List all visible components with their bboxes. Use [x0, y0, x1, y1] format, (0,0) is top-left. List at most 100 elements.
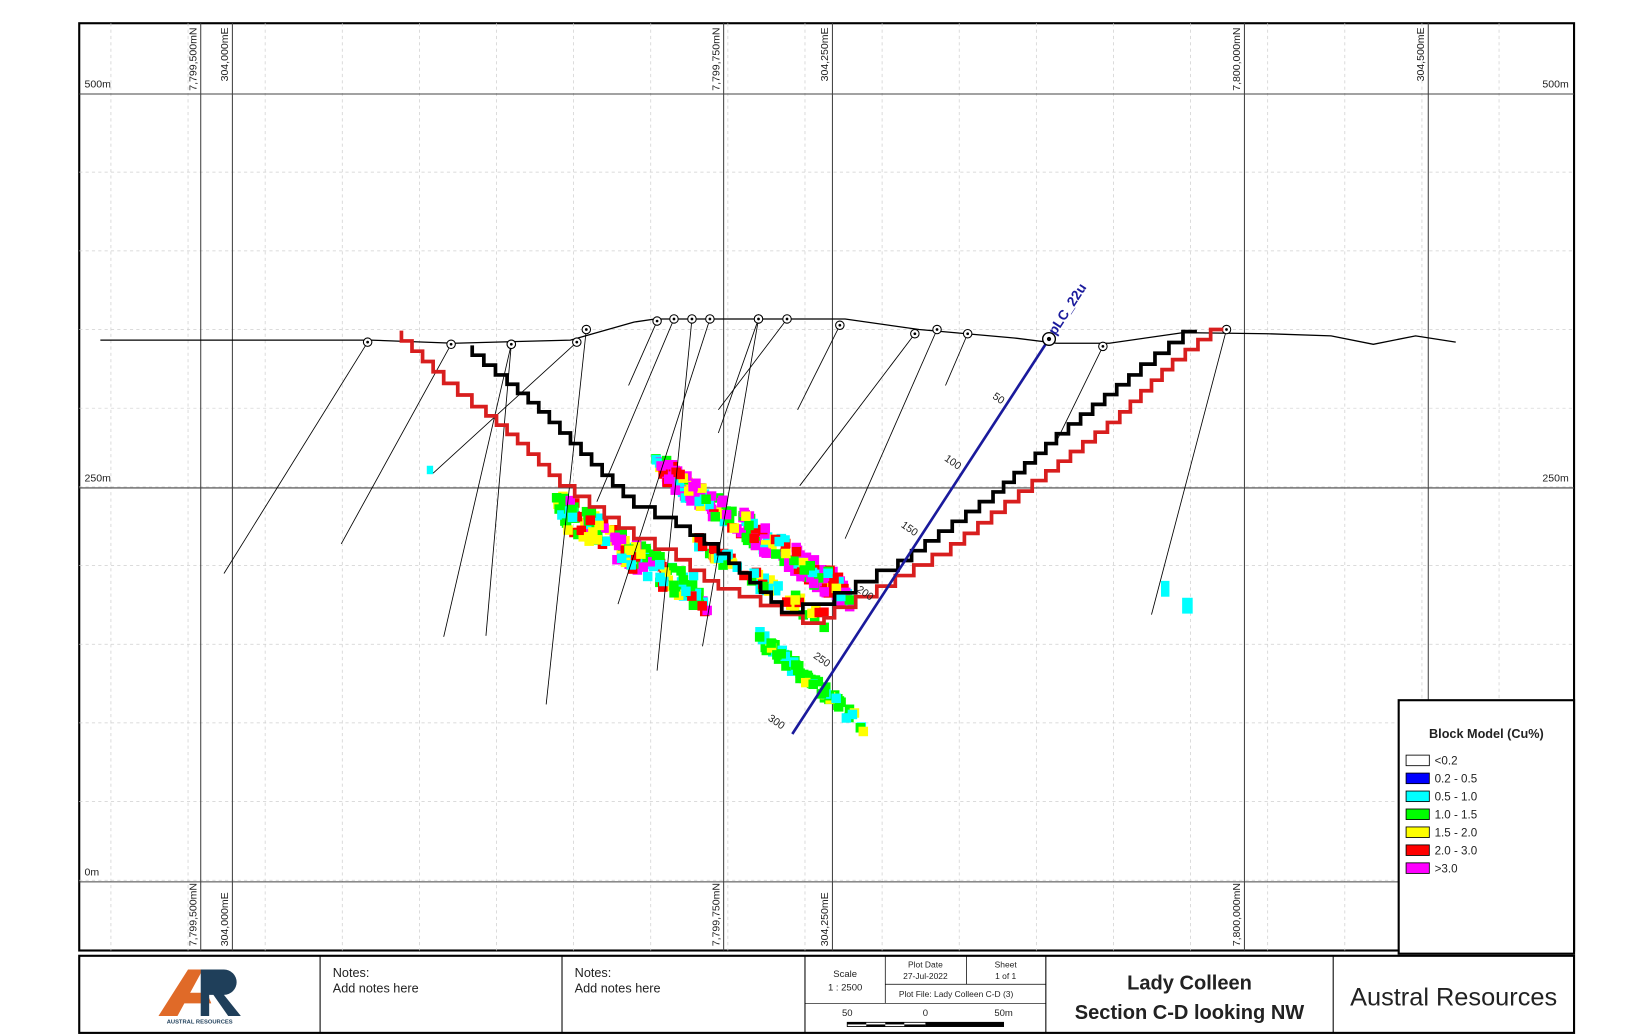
- ore-block: [772, 650, 782, 660]
- logo: AUSTRAL RESOURCES: [158, 969, 241, 1025]
- title: Lady Colleen: [1127, 973, 1252, 995]
- ore-block: [718, 495, 728, 506]
- ore-block: [780, 542, 791, 552]
- ore-block: [630, 542, 641, 552]
- ore-block: [793, 564, 804, 575]
- drill-hole: [340, 344, 452, 545]
- elevation-label: 0m: [85, 867, 100, 879]
- ore-block: [558, 499, 569, 509]
- ore-block: [638, 562, 649, 572]
- ore-block: [759, 581, 769, 592]
- ore-block: [780, 535, 790, 545]
- ore-block: [688, 570, 699, 581]
- plot-date-heading: Plot Date: [908, 959, 943, 969]
- grid-label: 7,799,750mN: [710, 883, 722, 946]
- ore-block: [750, 540, 761, 551]
- legend-swatch: [1405, 808, 1430, 820]
- scale-bar-segment: [925, 1022, 1004, 1027]
- drill-collar-dot: [935, 328, 939, 331]
- ore-block: [732, 562, 743, 572]
- ore-block: [713, 553, 724, 563]
- ore-block: [1160, 580, 1170, 597]
- ore-block: [551, 492, 562, 503]
- pit-shell-black: [470, 329, 1197, 615]
- notes-heading: Notes:: [575, 966, 612, 980]
- legend-items: <0.2 0.2 - 0.5 0.5 - 1.0 1.0 - 1.5 1.5 - 2.0…: [1405, 755, 1478, 875]
- ore-block: [599, 523, 609, 533]
- ore-block: [654, 559, 665, 570]
- ore-block: [773, 581, 783, 591]
- drill-hole: [596, 318, 675, 502]
- drillhole-collar-dot: [1046, 336, 1052, 342]
- ore-block: [594, 520, 604, 531]
- elevation-label: 250m: [85, 473, 112, 485]
- ore-block: [766, 643, 777, 653]
- drill-hole: [485, 344, 512, 636]
- ore-block: [836, 598, 847, 608]
- drill-collar-dot: [366, 340, 370, 344]
- plot-date: 27-Jul-2022: [903, 971, 948, 981]
- notes-text: Add notes here: [575, 982, 661, 996]
- legend-label: 0.5 - 1.0: [1435, 791, 1478, 804]
- ore-block: [567, 504, 577, 515]
- ore-block: [781, 548, 791, 559]
- ore-block: [727, 506, 737, 517]
- ore-block: [813, 676, 824, 687]
- drill-hole: [656, 318, 693, 671]
- ore-block: [760, 523, 771, 533]
- legend-label: 2.0 - 3.0: [1435, 844, 1478, 857]
- scale-bar-label: 50m: [994, 1008, 1013, 1019]
- ore-block: [572, 511, 583, 522]
- elevation-label: 500m: [1542, 79, 1569, 91]
- ore-block: [739, 570, 749, 581]
- ore-block: [642, 553, 652, 564]
- notes-text: Add notes here: [333, 982, 419, 996]
- grid-label: 7,799,750mN: [710, 27, 722, 90]
- drill-hole: [702, 318, 759, 647]
- ore-block: [663, 459, 674, 470]
- grid-label: 304,000mE: [219, 892, 231, 946]
- ore-block: [697, 601, 707, 611]
- ore-block: [687, 591, 697, 601]
- ore-block: [781, 661, 791, 671]
- ore-block: [844, 704, 855, 715]
- ore-block: [759, 573, 770, 583]
- drill-hole: [797, 325, 841, 410]
- ore-block: [786, 666, 797, 676]
- ore-block: [805, 561, 816, 571]
- ore-block: [821, 573, 831, 583]
- ore-block: [567, 512, 578, 523]
- ore-block: [554, 504, 564, 514]
- grid-label: 304,250mE: [819, 892, 831, 946]
- legend-swatch: [1405, 772, 1430, 785]
- ore-block: [763, 583, 774, 594]
- ore-block: [561, 518, 572, 528]
- ore-block: [831, 583, 842, 594]
- ore-block: [669, 580, 679, 591]
- ore-block: [600, 536, 611, 547]
- ore-block: [701, 494, 711, 504]
- legend-title: Block Model (Cu%): [1429, 727, 1544, 741]
- ore-block: [565, 495, 576, 506]
- ore-block: [817, 565, 827, 575]
- ore-block: [576, 525, 587, 536]
- drill-hole: [1056, 346, 1104, 442]
- drill-hole: [628, 320, 658, 386]
- grid-label: 304,500mE: [1415, 27, 1427, 81]
- drill-collar-dot: [690, 317, 694, 321]
- legend-swatch: [1405, 790, 1430, 803]
- drill-collar-dot: [575, 340, 579, 344]
- ore-block: [806, 572, 816, 583]
- drill-hole: [844, 329, 938, 539]
- ore-block: [626, 560, 636, 570]
- ore-block: [718, 560, 728, 570]
- drill-collar-dot: [838, 323, 842, 327]
- ore-block: [706, 491, 717, 501]
- ore-block: [636, 549, 646, 559]
- drill-hole: [799, 333, 916, 487]
- ore-block: [816, 689, 827, 699]
- ore-block: [663, 474, 674, 484]
- ore-block: [800, 677, 811, 688]
- ore-block: [724, 515, 735, 525]
- ore-block: [697, 541, 708, 552]
